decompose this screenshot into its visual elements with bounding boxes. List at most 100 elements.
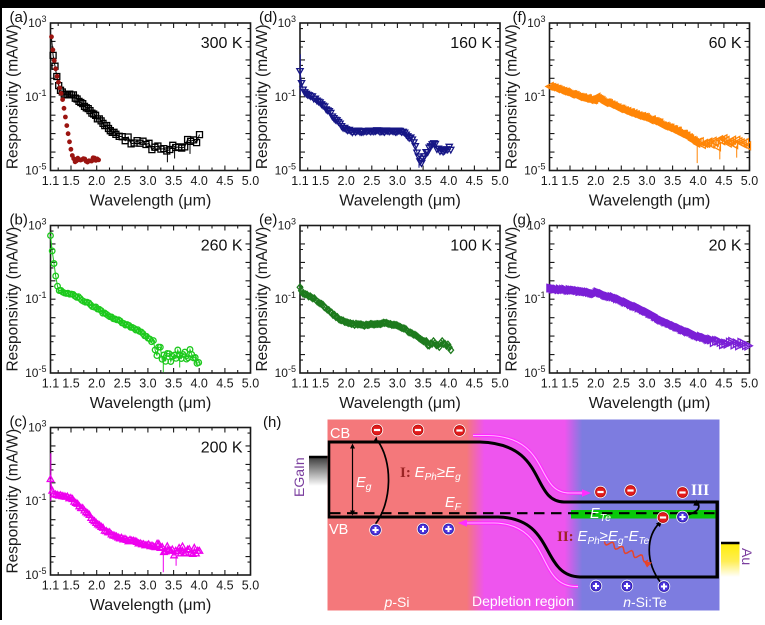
svg-text:2.0: 2.0 [88, 377, 105, 391]
svg-text:III: III [691, 482, 709, 499]
svg-text:3.0: 3.0 [638, 377, 655, 391]
svg-text:2.0: 2.0 [88, 579, 105, 593]
svg-text:1.1: 1.1 [42, 174, 59, 188]
svg-text:3.5: 3.5 [414, 174, 431, 188]
svg-text:Responsivity (mA/W): Responsivity (mA/W) [504, 24, 521, 169]
svg-text:4.5: 4.5 [466, 174, 483, 188]
svg-text:3.5: 3.5 [664, 377, 681, 391]
svg-text:1.1: 1.1 [541, 174, 558, 188]
svg-text:1.5: 1.5 [312, 174, 329, 188]
svg-text:1.1: 1.1 [42, 579, 59, 593]
svg-text:4.5: 4.5 [715, 174, 732, 188]
svg-text:Responsivity (mA/W): Responsivity (mA/W) [254, 227, 271, 372]
svg-text:4.0: 4.0 [191, 377, 208, 391]
svg-text:(e): (e) [259, 212, 277, 229]
svg-text:(d): (d) [259, 9, 277, 26]
svg-text:Depletion region: Depletion region [472, 593, 574, 609]
svg-text:3.5: 3.5 [664, 174, 681, 188]
svg-text:4.0: 4.0 [690, 377, 707, 391]
svg-text:Wavelength (μm): Wavelength (μm) [589, 193, 711, 210]
svg-text:1.1: 1.1 [291, 377, 308, 391]
svg-text:1.5: 1.5 [561, 377, 578, 391]
svg-text:3.5: 3.5 [165, 174, 182, 188]
svg-text:Wavelength (μm): Wavelength (μm) [339, 193, 461, 210]
svg-text:1.1: 1.1 [42, 377, 59, 391]
svg-text:n-Si:Te: n-Si:Te [623, 594, 667, 610]
svg-text:Responsivity (mA/W): Responsivity (mA/W) [5, 24, 22, 169]
svg-text:Responsivity (mA/W): Responsivity (mA/W) [504, 227, 521, 372]
svg-text:4.0: 4.0 [690, 174, 707, 188]
svg-text:2.5: 2.5 [363, 377, 380, 391]
svg-text:4.5: 4.5 [216, 174, 233, 188]
svg-text:2.5: 2.5 [114, 377, 131, 391]
svg-text:2.0: 2.0 [338, 377, 355, 391]
svg-text:Wavelength (μm): Wavelength (μm) [339, 395, 461, 412]
svg-text:5.0: 5.0 [242, 377, 259, 391]
svg-text:4.0: 4.0 [191, 174, 208, 188]
svg-text:3.5: 3.5 [165, 579, 182, 593]
svg-text:4.5: 4.5 [216, 579, 233, 593]
svg-text:2.5: 2.5 [363, 174, 380, 188]
svg-text:300 K: 300 K [201, 35, 243, 52]
svg-text:(c): (c) [10, 414, 28, 431]
svg-text:Wavelength (μm): Wavelength (μm) [90, 395, 212, 412]
svg-text:(g): (g) [513, 212, 531, 229]
svg-text:VB: VB [329, 522, 348, 538]
svg-text:3.0: 3.0 [139, 174, 156, 188]
svg-text:4.0: 4.0 [191, 579, 208, 593]
svg-text:2.0: 2.0 [338, 174, 355, 188]
svg-text:100 K: 100 K [450, 238, 492, 255]
svg-text:1.5: 1.5 [62, 174, 79, 188]
svg-text:EGaIn: EGaIn [291, 457, 307, 497]
svg-text:5.0: 5.0 [491, 174, 508, 188]
svg-text:4.0: 4.0 [440, 174, 457, 188]
svg-text:1.5: 1.5 [62, 579, 79, 593]
svg-text:1.1: 1.1 [291, 174, 308, 188]
svg-text:1.5: 1.5 [561, 174, 578, 188]
svg-text:2.0: 2.0 [587, 174, 604, 188]
svg-text:200 K: 200 K [201, 440, 243, 457]
svg-text:3.0: 3.0 [139, 579, 156, 593]
svg-text:5.0: 5.0 [741, 174, 758, 188]
svg-text:3.0: 3.0 [638, 174, 655, 188]
svg-text:4.0: 4.0 [440, 377, 457, 391]
svg-text:II: EPh≥Eg-ETe: II: EPh≥Eg-ETe [557, 528, 650, 547]
svg-text:p-Si: p-Si [384, 594, 410, 610]
svg-text:CB: CB [330, 426, 350, 442]
svg-text:4.5: 4.5 [715, 377, 732, 391]
svg-text:2.0: 2.0 [88, 174, 105, 188]
svg-text:160 K: 160 K [450, 35, 492, 52]
svg-text:1.5: 1.5 [312, 377, 329, 391]
svg-text:2.5: 2.5 [613, 174, 630, 188]
svg-text:4.5: 4.5 [466, 377, 483, 391]
svg-text:Responsivity (mA/W): Responsivity (mA/W) [5, 227, 22, 372]
svg-text:20 K: 20 K [709, 238, 742, 255]
svg-text:Responsivity (mA/W): Responsivity (mA/W) [5, 429, 22, 574]
svg-text:(a): (a) [10, 9, 28, 26]
svg-text:260 K: 260 K [201, 238, 243, 255]
svg-text:Wavelength (μm): Wavelength (μm) [90, 597, 212, 614]
svg-text:5.0: 5.0 [242, 174, 259, 188]
svg-text:Wavelength (μm): Wavelength (μm) [589, 395, 711, 412]
svg-text:3.0: 3.0 [139, 377, 156, 391]
svg-text:5.0: 5.0 [741, 377, 758, 391]
svg-text:(f): (f) [513, 9, 527, 26]
svg-text:2.0: 2.0 [587, 377, 604, 391]
svg-text:(h): (h) [263, 414, 281, 431]
svg-text:(b): (b) [10, 212, 28, 229]
svg-text:Wavelength (μm): Wavelength (μm) [90, 193, 212, 210]
svg-text:3.5: 3.5 [165, 377, 182, 391]
svg-text:Responsivity (mA/W): Responsivity (mA/W) [254, 24, 271, 169]
svg-text:1.5: 1.5 [62, 377, 79, 391]
svg-text:2.5: 2.5 [613, 377, 630, 391]
svg-text:5.0: 5.0 [242, 579, 259, 593]
svg-text:4.5: 4.5 [216, 377, 233, 391]
svg-text:3.0: 3.0 [389, 174, 406, 188]
svg-text:3.5: 3.5 [414, 377, 431, 391]
svg-text:5.0: 5.0 [491, 377, 508, 391]
svg-text:2.5: 2.5 [114, 579, 131, 593]
svg-text:60 K: 60 K [709, 35, 742, 52]
svg-text:2.5: 2.5 [114, 174, 131, 188]
svg-text:1.1: 1.1 [541, 377, 558, 391]
svg-text:Au: Au [739, 548, 755, 565]
